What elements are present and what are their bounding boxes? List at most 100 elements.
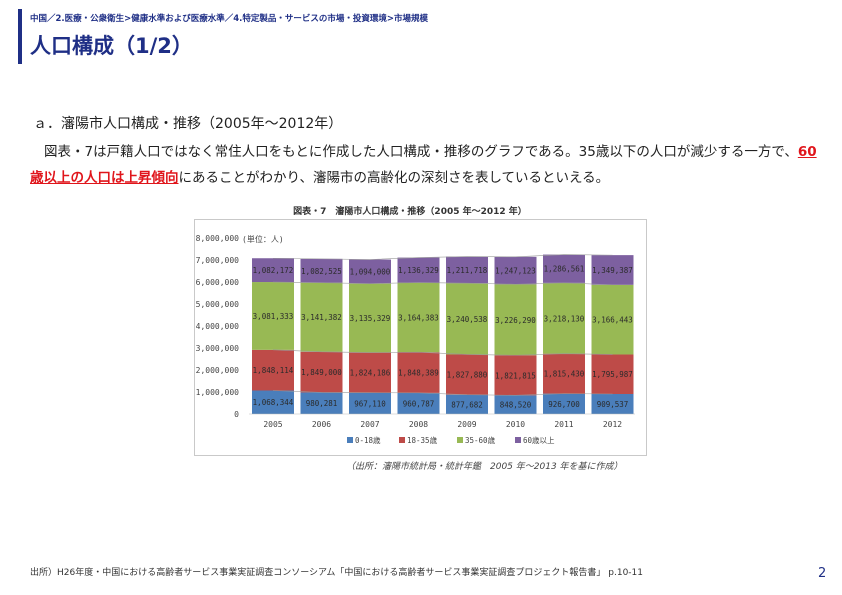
data-label: 848,520 bbox=[500, 401, 532, 410]
data-label: 877,682 bbox=[451, 400, 483, 409]
bar-segment bbox=[397, 282, 440, 353]
bar-segment bbox=[591, 284, 634, 355]
data-label: 1,848,114 bbox=[253, 366, 294, 375]
section-heading: ａ．瀋陽市人口構成・推移（2005年～2012年） bbox=[33, 116, 343, 132]
x-tick-label: 2005 bbox=[263, 420, 282, 429]
data-label: 926,700 bbox=[548, 400, 580, 409]
data-label: 1,136,329 bbox=[398, 266, 439, 275]
data-label: 3,218,130 bbox=[544, 314, 585, 323]
data-label: 1,247,123 bbox=[495, 267, 536, 276]
bar-segment bbox=[543, 282, 585, 354]
footer-source: 出所）H26年度・中国における高齢者サービス事業実証調査コンソーシアム「中国にお… bbox=[30, 568, 643, 578]
bar-segment bbox=[349, 352, 391, 393]
body-paragraph: 図表・7は戸籍人口ではなく常住人口をもとに作成した人口構成・推移のグラフである。… bbox=[30, 139, 820, 191]
figure-caption: 図表・7 瀋陽市人口構成・推移（2005 年～2012 年） bbox=[293, 207, 527, 217]
bar-segment bbox=[349, 283, 391, 353]
body-text-part2: にあることがわかり、瀋陽市の高齢化の深刻さを表しているといえる。 bbox=[178, 170, 610, 186]
bar-segment bbox=[446, 283, 488, 355]
y-tick-label: 1,000,000 bbox=[196, 388, 240, 397]
x-tick-label: 2011 bbox=[554, 420, 573, 429]
data-label: 1,821,815 bbox=[495, 371, 536, 380]
bar-segment bbox=[397, 392, 440, 414]
unit-label: (単位：人) bbox=[242, 234, 284, 244]
y-tick-label: 5,000,000 bbox=[196, 300, 240, 309]
y-tick-label: 6,000,000 bbox=[196, 278, 240, 287]
x-tick-label: 2007 bbox=[360, 420, 379, 429]
bar-segment bbox=[543, 393, 585, 414]
bar-segment bbox=[591, 354, 634, 394]
y-tick-label: 8,000,000 bbox=[196, 234, 240, 243]
data-label: 3,240,538 bbox=[447, 315, 488, 324]
data-label: 909,537 bbox=[597, 400, 629, 409]
bar-segment bbox=[494, 355, 537, 396]
body-highlight: 60歳以上の人口は上昇傾向 bbox=[30, 144, 817, 186]
data-label: 1,827,880 bbox=[447, 371, 488, 380]
bar-segment bbox=[252, 258, 294, 283]
bar-segment bbox=[446, 354, 488, 395]
bar-segment bbox=[397, 257, 440, 283]
data-label: 1,815,430 bbox=[544, 370, 585, 379]
x-tick-label: 2010 bbox=[506, 420, 525, 429]
legend-label: 0-18歳 bbox=[355, 435, 381, 445]
data-label: 3,141,382 bbox=[301, 313, 342, 322]
y-tick-label: 0 bbox=[234, 410, 239, 419]
bar-segment bbox=[494, 256, 537, 285]
data-label: 1,082,525 bbox=[301, 267, 342, 276]
data-label: 1,068,344 bbox=[253, 398, 294, 407]
legend-label: 35-60歳 bbox=[465, 435, 496, 445]
data-label: 3,226,290 bbox=[495, 316, 536, 325]
series-connector-line bbox=[272, 349, 613, 356]
chart-frame: 8,000,000 7,000,000 6,000,000 5,000,000 4,00… bbox=[194, 219, 647, 456]
bar-segment bbox=[494, 284, 537, 356]
legend-swatch bbox=[515, 437, 521, 443]
series-connector-line bbox=[272, 254, 613, 260]
bar-segment bbox=[349, 392, 391, 414]
data-label: 3,081,333 bbox=[253, 312, 294, 321]
bar-segment bbox=[252, 349, 294, 391]
figure-source: （出所：瀋陽市統計局・統計年鑑 2005 年～2013 年を基に作成） bbox=[346, 462, 623, 472]
body-text-part1: 図表・7は戸籍人口ではなく常住人口をもとに作成した人口構成・推移のグラフである。… bbox=[44, 144, 798, 160]
bar-segment bbox=[591, 255, 634, 285]
data-label: 1,824,186 bbox=[350, 369, 391, 378]
bar-segment bbox=[300, 351, 343, 393]
y-tick-label: 7,000,000 bbox=[196, 256, 240, 265]
x-tick-label: 2012 bbox=[603, 420, 622, 429]
data-label: 1,795,987 bbox=[592, 370, 633, 379]
data-label: 3,135,329 bbox=[350, 314, 391, 323]
data-label: 1,094,000 bbox=[350, 268, 391, 277]
data-label: 980,281 bbox=[306, 399, 338, 408]
x-tick-label: 2006 bbox=[312, 420, 331, 429]
bar-segment bbox=[300, 392, 343, 414]
data-label: 1,848,389 bbox=[398, 369, 439, 378]
series-connector-line bbox=[272, 390, 613, 396]
bar-segment bbox=[543, 254, 585, 283]
x-tick-label: 2009 bbox=[457, 420, 476, 429]
series-connector-line bbox=[272, 281, 613, 286]
bar-segment bbox=[446, 394, 488, 414]
data-label: 1,849,000 bbox=[301, 368, 342, 377]
y-tick-label: 3,000,000 bbox=[196, 344, 240, 353]
bar-segment bbox=[543, 353, 585, 394]
data-label: 3,164,383 bbox=[398, 313, 439, 322]
bar-segment bbox=[446, 256, 488, 284]
page-number: 2 bbox=[818, 566, 827, 581]
legend-swatch bbox=[399, 437, 405, 443]
bar-segment bbox=[349, 259, 391, 284]
legend-swatch bbox=[347, 437, 353, 443]
bar-segment bbox=[397, 352, 440, 393]
y-tick-label: 4,000,000 bbox=[196, 322, 240, 331]
breadcrumb: 中国／2.医療・公衆衛生>健康水準および医療水準／4.特定製品・サービスの市場・… bbox=[30, 14, 429, 24]
title-accent-bar bbox=[18, 9, 22, 64]
legend-label: 18-35歳 bbox=[407, 435, 438, 445]
data-label: 1,082,172 bbox=[253, 266, 294, 275]
data-label: 1,211,718 bbox=[447, 266, 488, 275]
data-label: 3,166,443 bbox=[592, 316, 633, 325]
stacked-bar-chart: 8,000,000 7,000,000 6,000,000 5,000,000 4,00… bbox=[196, 234, 635, 445]
bar-segment bbox=[494, 395, 537, 414]
bar-segment bbox=[300, 258, 343, 283]
data-label: 967,110 bbox=[354, 399, 386, 408]
y-tick-label: 2,000,000 bbox=[196, 366, 240, 375]
data-label: 1,286,561 bbox=[544, 265, 585, 274]
legend-swatch bbox=[457, 437, 463, 443]
bar-segment bbox=[591, 393, 634, 414]
